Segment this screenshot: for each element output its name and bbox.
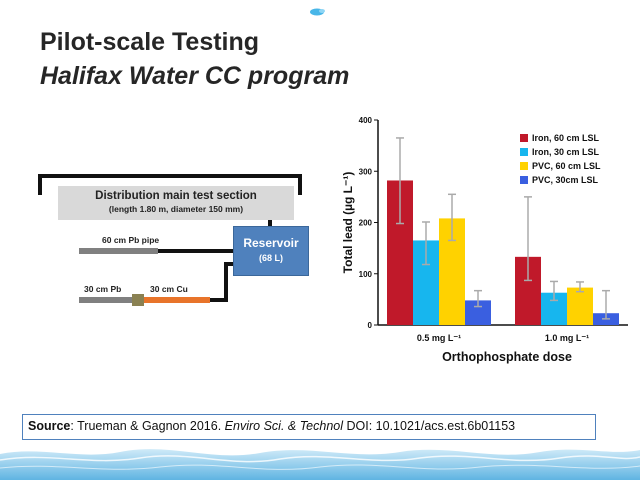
pb30-connector-line xyxy=(208,262,235,302)
category-label: 0.5 mg L⁻¹ xyxy=(417,333,461,343)
category-label: 1.0 mg L⁻¹ xyxy=(545,333,589,343)
source-journal: Enviro Sci. & Technol xyxy=(224,419,344,433)
x-axis-label: Orthophosphate dose xyxy=(442,350,572,364)
reservoir-volume: (68 L) xyxy=(258,253,283,263)
distribution-title: Distribution main test section xyxy=(95,190,257,202)
legend-swatch xyxy=(520,162,528,170)
y-tick-label: 300 xyxy=(359,167,373,176)
y-tick-label: 200 xyxy=(359,219,373,228)
cu30-pipe xyxy=(144,297,210,303)
pb30-label: 30 cm Pb xyxy=(84,284,122,294)
y-tick-label: 400 xyxy=(359,116,373,125)
bar xyxy=(567,287,593,325)
slide-title: Pilot-scale Testing xyxy=(40,28,260,56)
legend-entry: Iron, 60 cm LSL xyxy=(532,133,600,143)
lead-bar-chart: 0 100 200 300 400 Total lead (µg L⁻¹) 0.5 mg L… xyxy=(341,116,628,364)
distribution-main-box: Distribution main test section (length 1… xyxy=(58,186,294,220)
y-axis-label: Total lead (µg L⁻¹) xyxy=(341,172,355,274)
legend-swatch xyxy=(520,148,528,156)
y-tick-label: 100 xyxy=(359,270,373,279)
water-drop-logo-icon xyxy=(310,8,325,16)
legend-entry: PVC, 30cm LSL xyxy=(532,175,599,185)
coupling-fitting xyxy=(132,294,144,306)
pb60-label: 60 cm Pb pipe xyxy=(102,235,160,245)
reservoir-box: Reservoir (68 L) xyxy=(233,226,309,276)
source-authors: : Trueman & Gagnon 2016. xyxy=(70,419,225,433)
legend-entry: PVC, 60 cm LSL xyxy=(532,161,601,171)
legend-swatch xyxy=(520,176,528,184)
reservoir-title: Reservoir xyxy=(243,236,299,250)
legend-entry: Iron, 30 cm LSL xyxy=(532,147,600,157)
cu30-label: 30 cm Cu xyxy=(150,284,188,294)
source-doi: DOI: 10.1021/acs.est.6b01153 xyxy=(343,419,516,433)
legend-swatch xyxy=(520,134,528,142)
slide-subtitle: Halifax Water CC program xyxy=(40,62,350,90)
distribution-subtitle: (length 1.80 m, diameter 150 mm) xyxy=(108,204,244,214)
water-waves-footer xyxy=(0,449,640,480)
source-citation: Source: Trueman & Gagnon 2016. Enviro Sc… xyxy=(22,414,596,440)
source-label: Source xyxy=(28,419,71,433)
y-tick-label: 0 xyxy=(368,321,373,330)
pb30-pipe xyxy=(79,297,139,303)
pb60-pipe xyxy=(79,248,158,254)
